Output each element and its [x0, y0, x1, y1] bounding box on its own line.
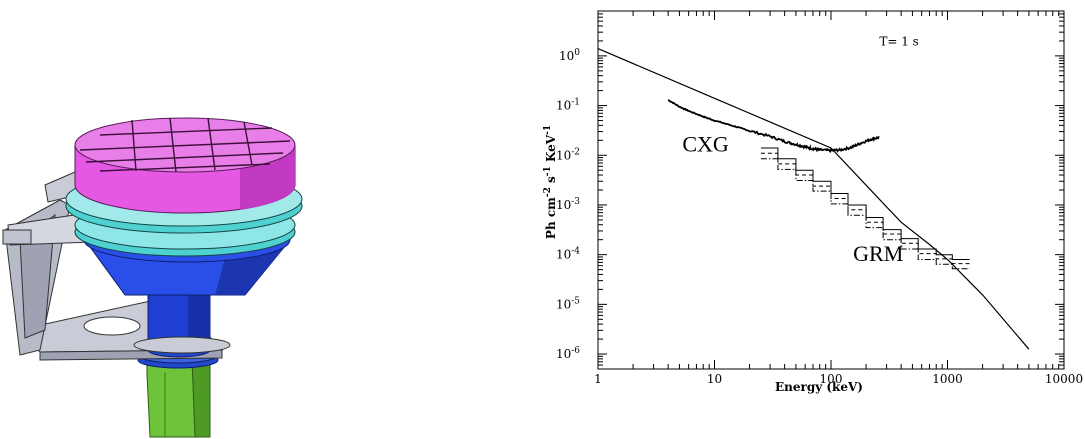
y-tick-label: 10-1: [556, 98, 580, 113]
spectrum-chart: 100 10-1 10-2 10-3 10-4 10-5 10-6 1 10 100 1000 10…: [543, 10, 1083, 394]
y-axis-ticks: 100 10-1 10-2 10-3 10-4 10-5 10-6: [556, 10, 1064, 370]
x-axis-title: Energy (keV): [775, 380, 863, 394]
series-model: [597, 48, 1030, 350]
y-tick-label: 10-4: [556, 247, 580, 262]
collimator-grid: [79, 117, 291, 173]
y-axis-title: Ph cm-2 s-1 KeV-1: [543, 125, 558, 239]
y-tick-label: 10-6: [556, 346, 580, 361]
annotation-layer: T= 1 s CXG GRM: [682, 35, 918, 266]
x-tick-label: 100: [820, 372, 843, 386]
x-axis-ticks: 1 10 100 1000 10000: [594, 11, 1083, 386]
annotation-cxg: CXG: [682, 131, 729, 156]
annotation-grm: GRM: [853, 241, 903, 266]
series-cxg-sensitivity: [667, 99, 880, 154]
series-grm-dashdot: [760, 158, 970, 270]
lower-collar: [133, 336, 231, 354]
series-layer: [597, 48, 1030, 350]
y-tick-label: 100: [559, 48, 580, 63]
y-tick-label: 10-5: [556, 296, 580, 311]
y-tick-label: 10-2: [556, 147, 580, 162]
y-tick-label: 10-3: [556, 197, 580, 212]
x-tick-label: 1000: [932, 372, 963, 386]
cad-detector-illustration: [2, 117, 303, 438]
x-tick-label: 10000: [1045, 372, 1083, 386]
green-base-box: [146, 357, 211, 438]
magenta-collimator: [74, 117, 296, 214]
x-tick-label: 1: [594, 372, 602, 386]
x-tick-label: 10: [707, 372, 722, 386]
annotation-time: T= 1 s: [879, 35, 918, 49]
